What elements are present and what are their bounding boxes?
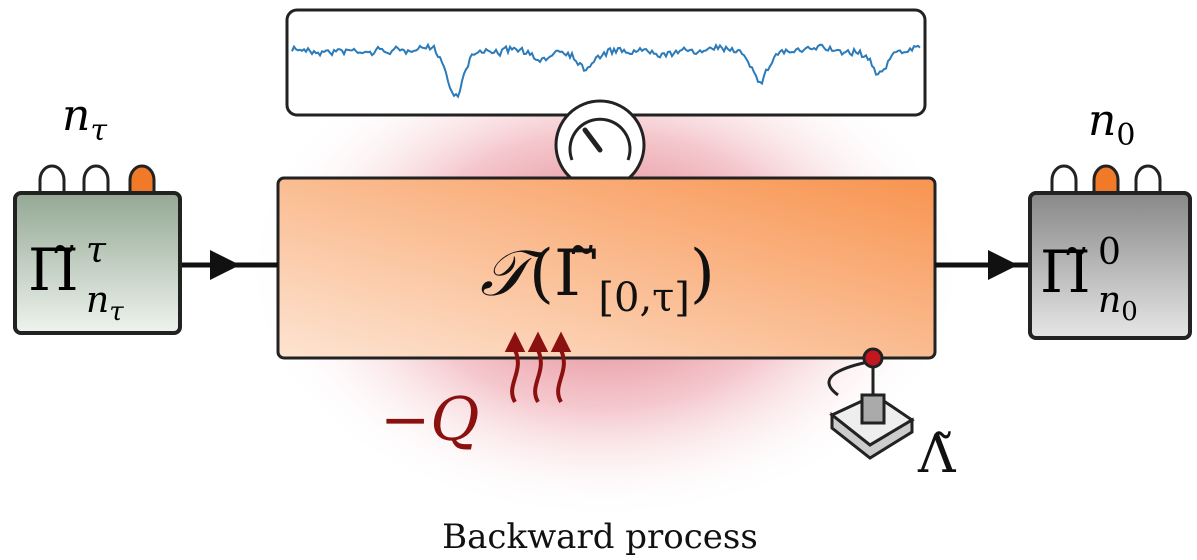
right-state-subsub: 0 — [1121, 297, 1138, 327]
caption: Backward process — [442, 517, 758, 557]
trajectory-panel — [285, 8, 927, 117]
right-arrow — [935, 250, 1030, 280]
right-state: Π̃ 0 n0 — [1040, 232, 1138, 327]
left-count-sub: τ — [90, 113, 107, 148]
gauge-needle — [582, 127, 603, 153]
left-count: nτ — [62, 90, 107, 148]
process-open: ( — [529, 237, 554, 311]
process-path-sub: [0,τ] — [598, 275, 690, 321]
left-state-base: Π̃ — [28, 236, 79, 304]
left-state-box — [13, 191, 182, 335]
joystick — [827, 347, 915, 460]
gauge-dial — [568, 117, 632, 161]
right-state-sub: n — [1098, 280, 1121, 321]
right-occupancy — [1050, 164, 1162, 193]
left-state-sup: τ — [86, 230, 107, 271]
left-occupancy — [38, 164, 156, 193]
heat-arrows — [504, 331, 572, 404]
left-state-sub: n — [86, 280, 109, 321]
process-box — [276, 176, 937, 360]
left-arrow — [180, 250, 278, 280]
right-count-base: n — [1088, 95, 1116, 146]
process-path: Γ̃ — [554, 237, 598, 311]
left-count-base: n — [62, 90, 90, 141]
right-count: n0 — [1088, 95, 1135, 153]
right-state-base: Π̃ — [1040, 238, 1091, 306]
left-state: Π̃ τ nτ — [28, 230, 124, 327]
process-close: ) — [690, 237, 715, 311]
right-state-sup: 0 — [1098, 232, 1121, 273]
trajectory-trace — [291, 42, 921, 99]
left-state-subsub: τ — [109, 297, 124, 327]
protocol-label: Λ̃ — [917, 425, 957, 485]
process-label: 𝒯(Γ̃[0,τ]) — [480, 237, 715, 321]
heat-label: −Q — [380, 385, 479, 455]
right-state-box — [1028, 191, 1192, 340]
right-count-sub: 0 — [1116, 118, 1135, 153]
